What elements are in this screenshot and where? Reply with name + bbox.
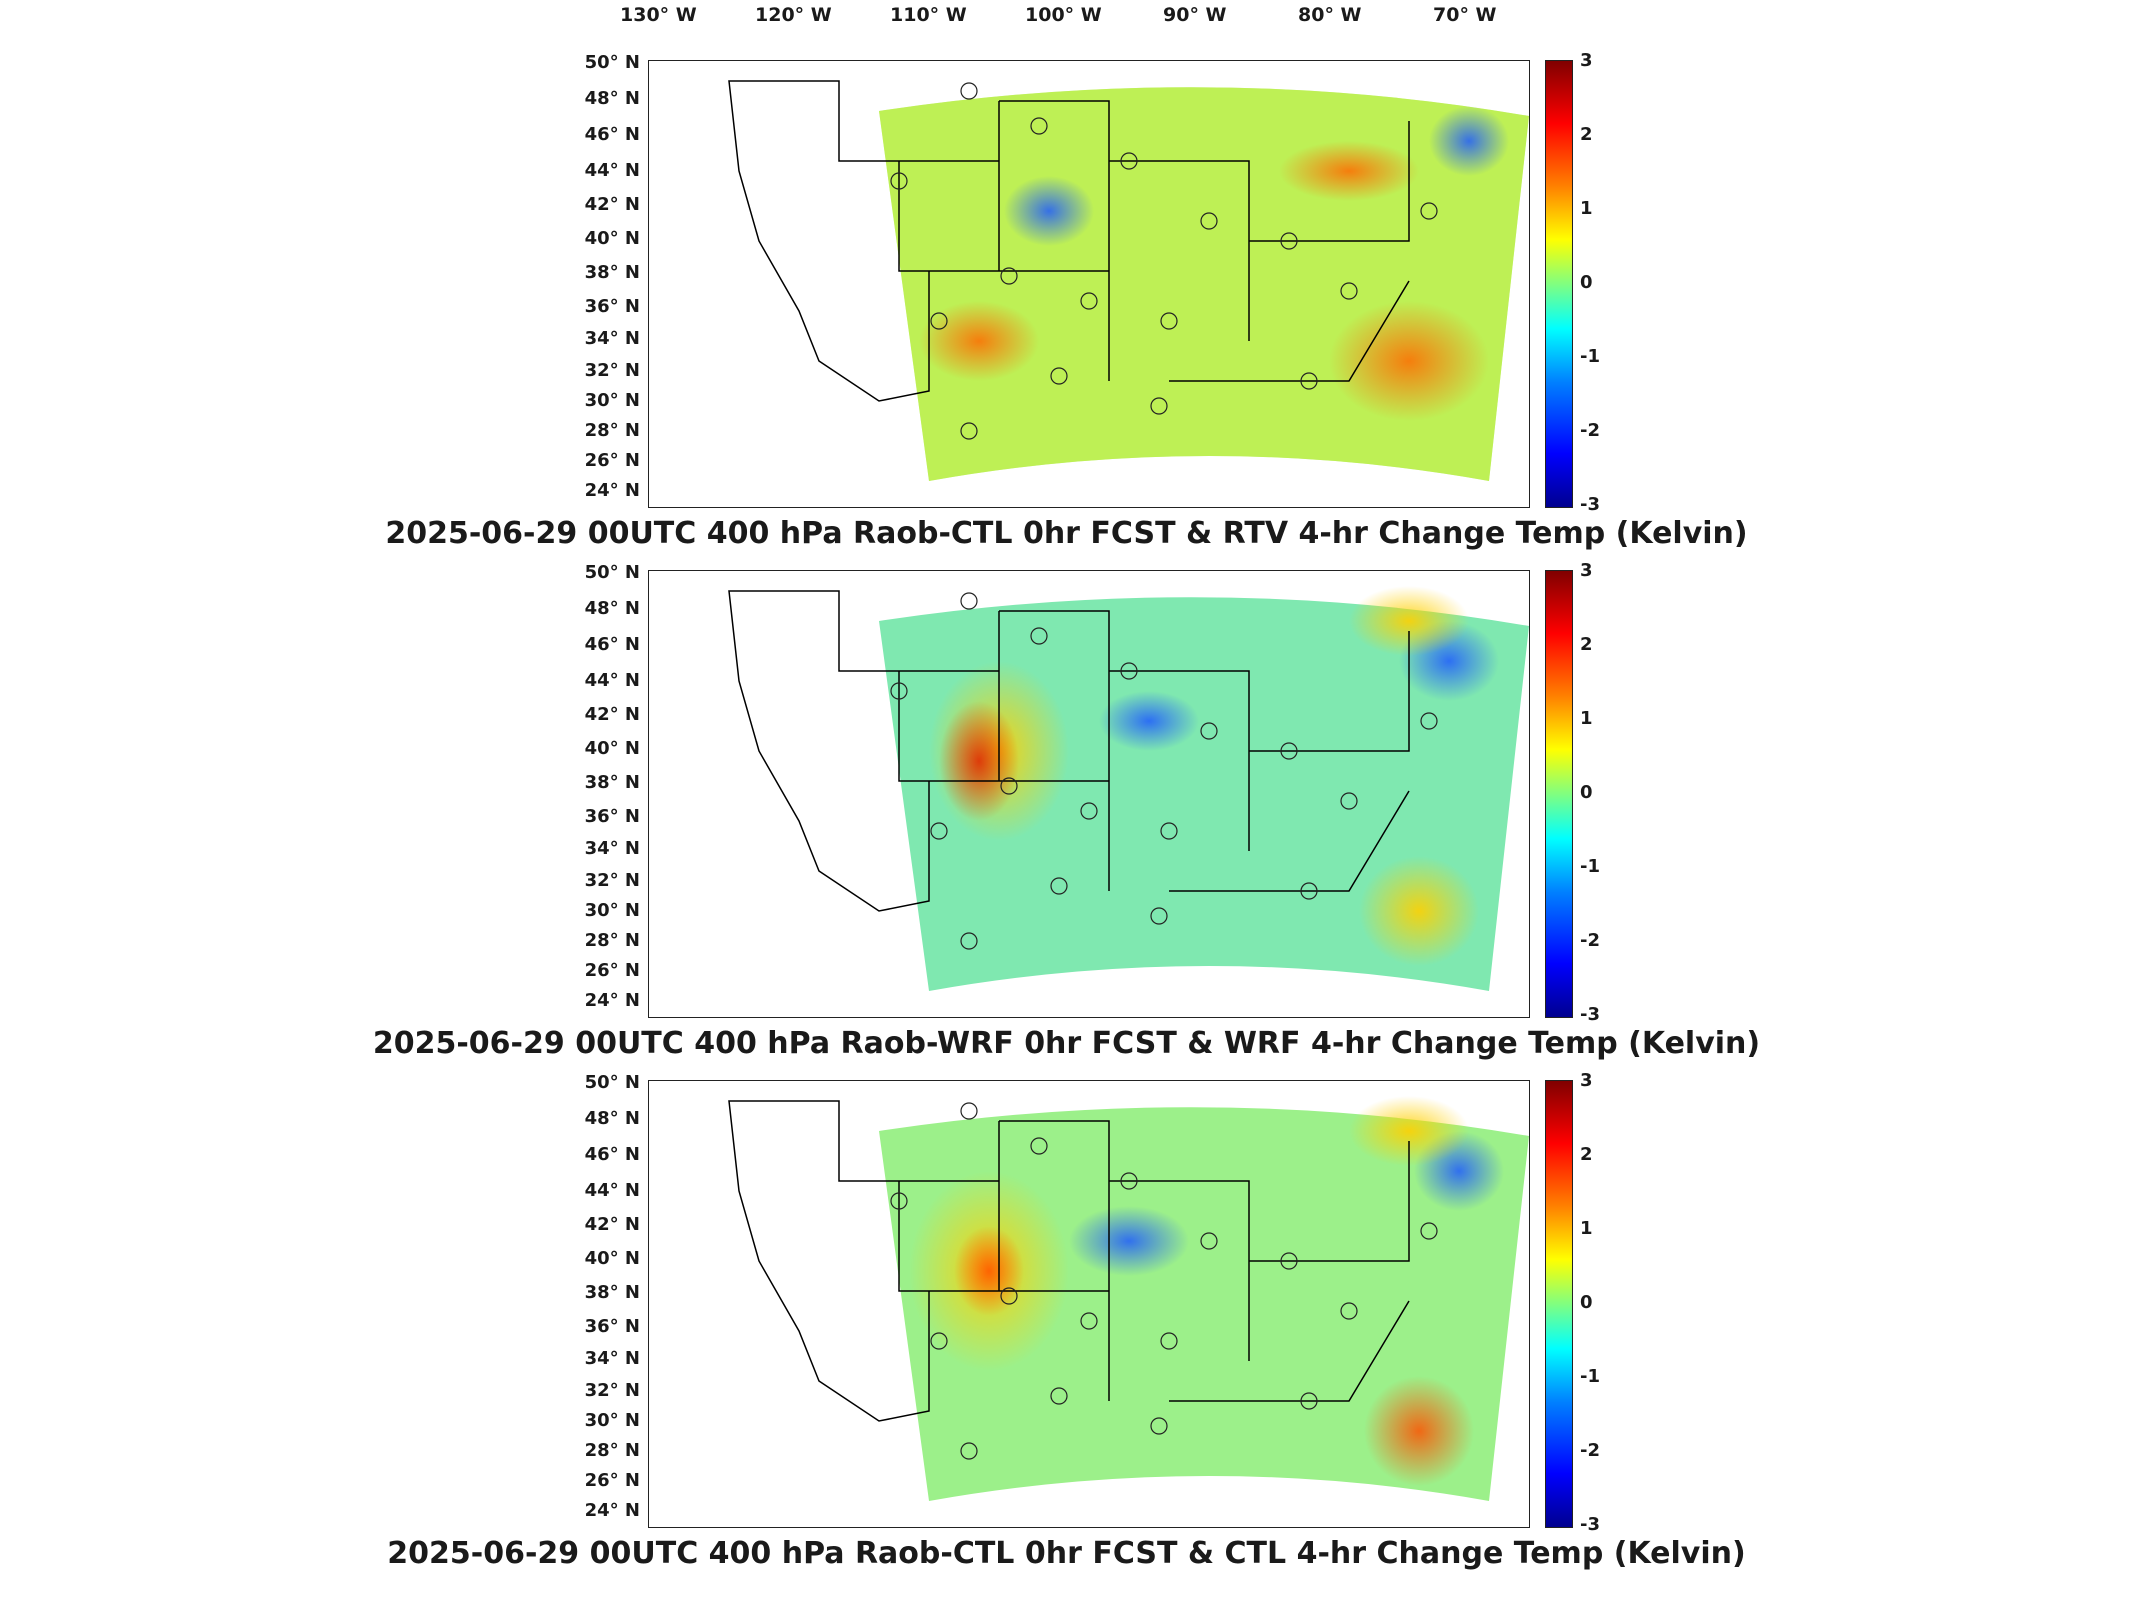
lat-label: 30° N — [584, 900, 640, 921]
colorbar-tick: -1 — [1580, 346, 1600, 367]
colorbar-tick: 3 — [1580, 1070, 1593, 1091]
lon-label: 120° W — [755, 4, 832, 26]
lat-label: 40° N — [584, 228, 640, 249]
colorbar-tick: -1 — [1580, 856, 1600, 877]
colorbar-tick: -3 — [1580, 1004, 1600, 1025]
temperature-map — [728, 80, 1529, 481]
state-borders — [728, 590, 1410, 912]
lat-label: 30° N — [584, 1410, 640, 1431]
lat-label: 28° N — [584, 930, 640, 951]
colorbar-tick: 2 — [1580, 1144, 1593, 1165]
lat-label: 32° N — [584, 870, 640, 891]
lat-label: 40° N — [584, 1248, 640, 1269]
colorbar-tick: 3 — [1580, 50, 1593, 71]
lat-label: 36° N — [584, 1316, 640, 1337]
lat-label: 44° N — [584, 160, 640, 181]
colorbar-tick: -1 — [1580, 1366, 1600, 1387]
temperature-map — [728, 586, 1529, 991]
colorbar — [1545, 1080, 1573, 1528]
map-plot-area — [648, 570, 1530, 1018]
colorbar — [1545, 60, 1573, 508]
temperature-map — [728, 1096, 1529, 1501]
lon-label: 70° W — [1433, 4, 1497, 26]
lat-label: 30° N — [584, 390, 640, 411]
lat-label: 38° N — [584, 1282, 640, 1303]
lat-label: 50° N — [584, 562, 640, 583]
lat-label: 48° N — [584, 88, 640, 109]
lat-label: 42° N — [584, 1214, 640, 1235]
lat-label: 40° N — [584, 738, 640, 759]
lon-label: 110° W — [890, 4, 967, 26]
map-plot-area — [648, 60, 1530, 508]
colorbar — [1545, 570, 1573, 1018]
panel-title: 2025-06-29 00UTC 400 hPa Raob-CTL 0hr FC… — [387, 1536, 1746, 1571]
colorbar-tick: 2 — [1580, 634, 1593, 655]
lat-label: 50° N — [584, 52, 640, 73]
colorbar-tick: 1 — [1580, 708, 1593, 729]
lat-label: 46° N — [584, 634, 640, 655]
colorbar-tick: 2 — [1580, 124, 1593, 145]
map-panel-2: 50° N 48° N 46° N 44° N 42° N 40° N 38° … — [0, 560, 2133, 1080]
lon-label: 80° W — [1298, 4, 1362, 26]
lat-label: 34° N — [584, 328, 640, 349]
colorbar-tick: 3 — [1580, 560, 1593, 581]
lat-label: 50° N — [584, 1072, 640, 1093]
lat-label: 28° N — [584, 1440, 640, 1461]
lat-label: 48° N — [584, 598, 640, 619]
raob-stations — [890, 1102, 1438, 1460]
lat-label: 42° N — [584, 194, 640, 215]
raob-stations — [890, 82, 1438, 440]
lat-label: 26° N — [584, 1470, 640, 1491]
lat-label: 28° N — [584, 420, 640, 441]
lat-label: 46° N — [584, 124, 640, 145]
lat-label: 32° N — [584, 360, 640, 381]
colorbar-tick: 1 — [1580, 198, 1593, 219]
panel-title: 2025-06-29 00UTC 400 hPa Raob-CTL 0hr FC… — [385, 516, 1748, 551]
map-panel-1: 50° N 48° N 46° N 44° N 42° N 40° N 38° … — [0, 50, 2133, 570]
lat-label: 46° N — [584, 1144, 640, 1165]
colorbar-tick: -3 — [1580, 494, 1600, 515]
lat-label: 24° N — [584, 990, 640, 1011]
lat-label: 36° N — [584, 296, 640, 317]
lat-label: 44° N — [584, 670, 640, 691]
state-borders — [728, 1100, 1410, 1422]
colorbar-tick: 0 — [1580, 272, 1593, 293]
lat-label: 24° N — [584, 480, 640, 501]
state-borders — [728, 80, 1410, 402]
colorbar-tick: -2 — [1580, 930, 1600, 951]
colorbar-tick: -2 — [1580, 1440, 1600, 1461]
lon-label: 90° W — [1163, 4, 1227, 26]
lat-label: 26° N — [584, 960, 640, 981]
colorbar-tick: 0 — [1580, 782, 1593, 803]
lat-label: 42° N — [584, 704, 640, 725]
lat-label: 36° N — [584, 806, 640, 827]
map-panel-3: 50° N 48° N 46° N 44° N 42° N 40° N 38° … — [0, 1070, 2133, 1590]
lon-label: 130° W — [620, 4, 697, 26]
panel-title: 2025-06-29 00UTC 400 hPa Raob-WRF 0hr FC… — [372, 1026, 1761, 1061]
lat-label: 26° N — [584, 450, 640, 471]
colorbar-tick: -2 — [1580, 420, 1600, 441]
lat-label: 32° N — [584, 1380, 640, 1401]
lat-label: 38° N — [584, 262, 640, 283]
lat-label: 34° N — [584, 838, 640, 859]
lat-label: 24° N — [584, 1500, 640, 1521]
colorbar-tick: 1 — [1580, 1218, 1593, 1239]
raob-stations — [890, 592, 1438, 950]
lat-label: 34° N — [584, 1348, 640, 1369]
map-plot-area — [648, 1080, 1530, 1528]
lon-label: 100° W — [1025, 4, 1102, 26]
lat-label: 44° N — [584, 1180, 640, 1201]
lat-label: 48° N — [584, 1108, 640, 1129]
colorbar-tick: 0 — [1580, 1292, 1593, 1313]
lat-label: 38° N — [584, 772, 640, 793]
colorbar-tick: -3 — [1580, 1514, 1600, 1535]
